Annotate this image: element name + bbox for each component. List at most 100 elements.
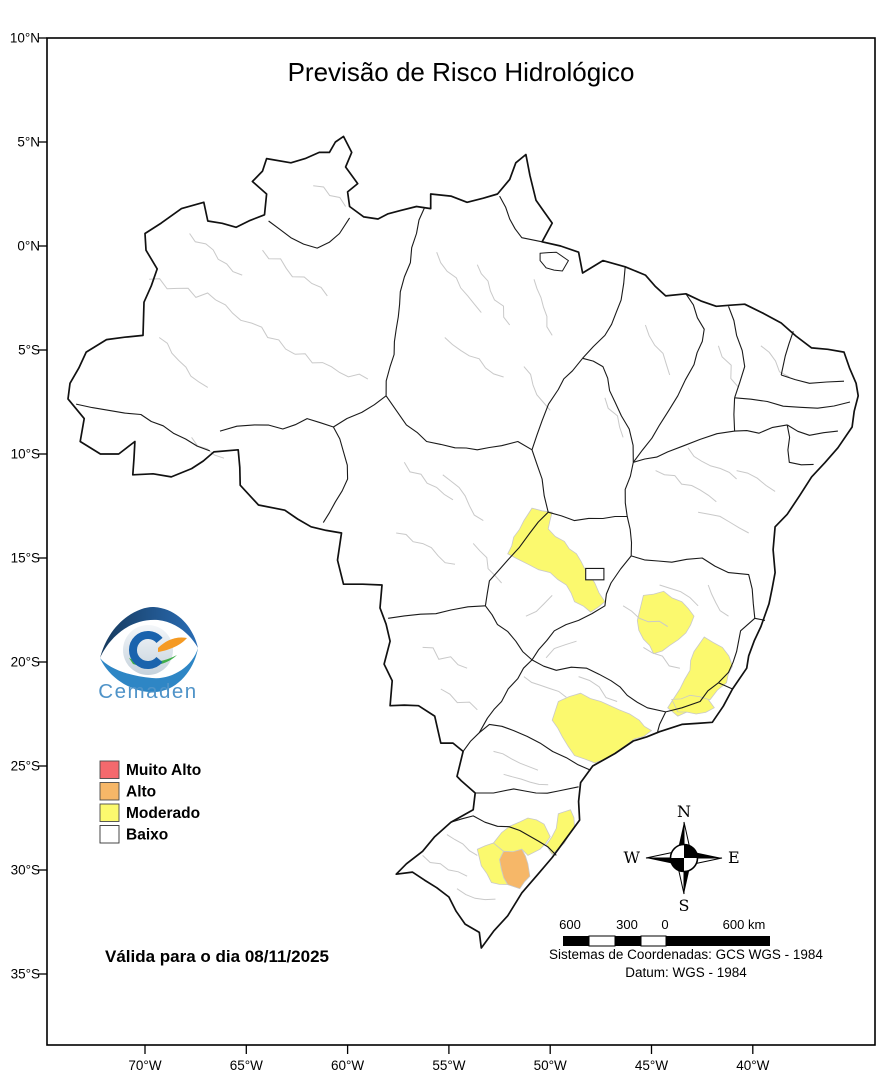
- municipality-border: [189, 233, 243, 276]
- municipality-border-layer: [149, 185, 790, 901]
- municipality-border: [604, 397, 624, 438]
- state-border: [385, 207, 426, 396]
- municipality-border: [446, 834, 478, 856]
- municipality-border: [444, 337, 504, 378]
- municipality-border: [476, 264, 511, 326]
- latitude-label: 10°N: [10, 31, 40, 46]
- longitude-label: 65°W: [230, 1058, 263, 1073]
- scale-label-600-left: 600: [559, 917, 581, 932]
- state-border: [582, 266, 626, 359]
- state-border: [478, 723, 591, 771]
- state-border: [727, 306, 746, 398]
- state-border-layer: [75, 195, 851, 856]
- legend-label-muito-alto: Muito Alto: [126, 762, 201, 779]
- municipality-border: [545, 640, 577, 659]
- logo-eye-top: [100, 606, 198, 658]
- municipality-border: [717, 345, 739, 388]
- brazil-landmass: [68, 136, 859, 948]
- municipality-border: [396, 532, 456, 565]
- municipality-border: [158, 337, 209, 388]
- legend-item: Moderado: [99, 803, 200, 822]
- municipality-border: [440, 688, 478, 711]
- latitude-label: 35°S: [11, 967, 40, 982]
- state-border: [333, 395, 387, 428]
- state-border: [632, 293, 705, 463]
- risk-region-moderado: [507, 507, 606, 613]
- compass-label-s: S: [679, 896, 690, 915]
- cemaden-logo: Cemaden: [98, 606, 198, 703]
- state-border: [734, 397, 851, 409]
- legend-swatch-baixo: [99, 825, 120, 844]
- distrito-federal-border: [585, 567, 605, 581]
- latitude-label: 20°S: [11, 655, 40, 670]
- municipality-border: [436, 252, 482, 313]
- state-border: [531, 555, 632, 661]
- municipality-border: [403, 462, 454, 501]
- page-title: Previsão de Risco Hidrológico: [288, 57, 635, 87]
- state-border: [531, 357, 584, 450]
- municipality-border: [472, 543, 502, 584]
- state-border: [786, 424, 838, 436]
- logo-orange-swoosh: [158, 637, 187, 652]
- state-border: [718, 682, 733, 690]
- risk-region-moderado: [636, 590, 695, 655]
- state-border: [780, 331, 794, 376]
- island-outline: [539, 251, 570, 272]
- state-border: [657, 682, 719, 732]
- municipality-border: [707, 584, 729, 617]
- longitude-label: 60°W: [331, 1058, 364, 1073]
- legend-item: Muito Alto: [99, 760, 201, 779]
- municipality-border: [442, 474, 484, 522]
- scale-bar-segment: [615, 936, 641, 946]
- risk-region-moderado: [671, 694, 715, 715]
- state-border: [786, 424, 814, 466]
- municipality-border: [422, 646, 468, 669]
- legend-swatch-muito-alto: [99, 760, 120, 779]
- municipality-border: [736, 470, 776, 492]
- legend-label-baixo: Baixo: [126, 827, 168, 844]
- brazil-map: [67, 135, 860, 949]
- compass-label-n: N: [677, 802, 691, 821]
- latitude-label: 30°S: [11, 863, 40, 878]
- municipality-border: [622, 605, 668, 628]
- risk-region-alto: [499, 848, 531, 890]
- latitude-label: 5°S: [18, 343, 40, 358]
- latitude-label: 15°S: [11, 551, 40, 566]
- longitude-label: 55°W: [432, 1058, 465, 1073]
- municipality-border: [262, 249, 328, 297]
- compass-label-w: W: [624, 848, 641, 867]
- state-border: [385, 395, 533, 451]
- legend-item: Alto: [99, 782, 156, 801]
- logo-eye-bottom: [100, 648, 198, 693]
- state-border: [548, 462, 634, 522]
- longitude-label: 40°W: [736, 1058, 769, 1073]
- latitude-label: 0°N: [17, 239, 40, 254]
- municipality-border: [644, 324, 671, 376]
- coordinate-system-text: Sistemas de Coordenadas: GCS WGS - 1984: [549, 947, 823, 962]
- state-border: [631, 555, 766, 621]
- risk-region-layer: [476, 507, 733, 890]
- state-border: [633, 397, 736, 463]
- state-border: [734, 424, 788, 434]
- municipality-border: [149, 278, 217, 301]
- municipality-border: [523, 676, 567, 698]
- municipality-border: [643, 646, 681, 669]
- municipality-border: [698, 511, 749, 534]
- municipality-border: [422, 855, 468, 877]
- municipality-border: [215, 299, 296, 355]
- municipality-border: [191, 437, 225, 459]
- brazil-country-outline: [67, 135, 860, 949]
- latitude-label: 25°S: [11, 759, 40, 774]
- municipality-border: [493, 750, 539, 771]
- logo-c-glyph: [129, 631, 163, 669]
- longitude-label: 50°W: [534, 1058, 567, 1073]
- scale-bar-segment: [666, 936, 770, 946]
- municipality-border: [655, 470, 717, 503]
- state-border: [268, 217, 351, 249]
- longitude-label: 45°W: [635, 1058, 668, 1073]
- latitude-label: 10°S: [11, 447, 40, 462]
- latitude-label: 5°N: [17, 135, 40, 150]
- municipality-border: [533, 279, 553, 336]
